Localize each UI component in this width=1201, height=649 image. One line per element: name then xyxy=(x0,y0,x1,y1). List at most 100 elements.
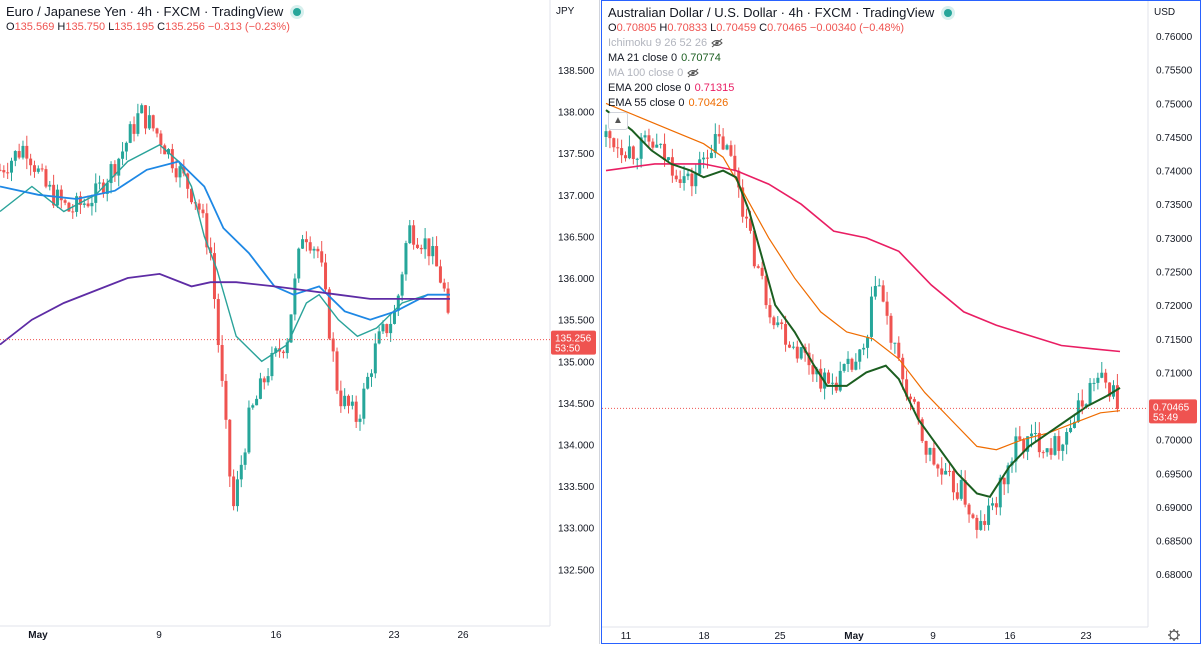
y-tick-label: 0.73000 xyxy=(1156,234,1193,245)
candle-body xyxy=(94,183,98,203)
eye-hidden-icon[interactable] xyxy=(687,68,699,78)
candle-body xyxy=(655,144,659,148)
y-tick-label: 0.72500 xyxy=(1156,268,1193,279)
candle-body xyxy=(1100,372,1104,378)
candle-body xyxy=(270,353,274,377)
y-tick-label: 138.000 xyxy=(558,108,595,119)
candle-body xyxy=(178,166,182,178)
eurjpy-symbol-title: Euro / Japanese Yen · 4h · FXCM · Tradin… xyxy=(6,4,284,19)
last-price-label: 0.70465 xyxy=(1153,402,1190,413)
candle-body xyxy=(721,136,725,150)
audusd-ohlc-values: O0.70805 H0.70833 L0.70459 C0.70465 −0.0… xyxy=(608,22,905,34)
candle-body xyxy=(686,173,690,177)
indicator-row[interactable]: MA 100 close 0 xyxy=(608,67,952,79)
last-price-tag xyxy=(1149,399,1197,424)
candle-body xyxy=(431,246,435,257)
candle-body xyxy=(994,503,998,508)
indicator-row[interactable]: EMA 55 close 0 0.70426 xyxy=(608,97,952,109)
indicator-row[interactable]: EMA 200 close 0 0.71315 xyxy=(608,82,952,94)
y-tick-label: 0.75000 xyxy=(1156,99,1193,110)
audusd-chart-svg[interactable]: 0.76000 0.75500 0.75000 0.74500 0.74000 0.735… xyxy=(602,1,1200,643)
candle-body xyxy=(713,134,717,153)
candle-body xyxy=(281,351,285,354)
candle-body xyxy=(799,347,803,359)
candle-body xyxy=(624,155,628,159)
candle-body xyxy=(1049,448,1053,455)
candle-body xyxy=(1030,433,1034,437)
candle-body xyxy=(787,344,791,348)
y-tick-label: 0.71500 xyxy=(1156,335,1193,346)
x-tick-label: 11 xyxy=(621,631,632,642)
candle-body xyxy=(170,149,174,169)
candle-body xyxy=(228,419,232,477)
candle-body xyxy=(608,131,612,139)
candle-body xyxy=(948,470,952,472)
candle-body xyxy=(446,288,450,313)
y-tick-label: 137.500 xyxy=(558,149,595,160)
x-tick-label: 25 xyxy=(774,631,786,642)
candle-body xyxy=(381,324,385,332)
candle-body xyxy=(717,134,721,137)
candle-body xyxy=(423,238,427,250)
candle-body xyxy=(885,301,889,316)
indicator-label: MA 21 close 0 xyxy=(608,52,678,64)
x-tick-label: 16 xyxy=(270,630,282,641)
candle-body xyxy=(705,157,709,159)
candle-body xyxy=(990,503,994,506)
candle-body xyxy=(144,105,148,129)
candle-body xyxy=(908,396,912,400)
y-tick-label: 0.74500 xyxy=(1156,133,1193,144)
candle-body xyxy=(442,282,446,289)
candle-body xyxy=(983,521,987,525)
candle-body xyxy=(52,184,56,206)
candle-body xyxy=(780,322,784,324)
series-line xyxy=(0,160,450,321)
candle-body xyxy=(17,151,21,158)
candle-body xyxy=(1065,432,1069,445)
audusd-symbol-title: Australian Dollar / U.S. Dollar · 4h · F… xyxy=(608,5,935,20)
candle-body xyxy=(216,299,220,346)
candle-body xyxy=(124,142,128,152)
candle-body xyxy=(13,151,17,161)
candle-body xyxy=(1072,421,1076,428)
eye-hidden-icon[interactable] xyxy=(711,38,723,48)
indicator-row[interactable]: Ichimoku 9 26 52 26 xyxy=(608,37,952,49)
candle-body xyxy=(335,351,339,391)
candle-body xyxy=(29,158,33,166)
candle-body xyxy=(659,143,663,145)
candle-body xyxy=(616,147,620,149)
candle-body xyxy=(155,128,159,134)
candle-body xyxy=(289,314,293,343)
candle-body xyxy=(396,295,400,311)
candle-body xyxy=(389,323,393,334)
candle-body xyxy=(354,401,358,422)
candle-body xyxy=(327,289,331,339)
candle-body xyxy=(247,407,251,453)
candle-body xyxy=(101,182,105,194)
settings-gear-icon[interactable] xyxy=(1168,629,1180,641)
candle-body xyxy=(1018,436,1022,440)
candle-body xyxy=(128,124,132,143)
candle-body xyxy=(285,342,289,354)
audusd-chart-pane[interactable]: Australian Dollar / U.S. Dollar · 4h · F… xyxy=(601,0,1201,644)
candle-body xyxy=(866,336,870,348)
indicator-row[interactable]: MA 21 close 0 0.70774 xyxy=(608,52,952,64)
last-price-tag xyxy=(551,330,596,355)
eurjpy-chart-svg[interactable]: 138.500 138.000 137.500 137.000 136.500 136.0… xyxy=(0,0,599,644)
collapse-legend-button[interactable]: ▲ xyxy=(608,112,628,130)
candle-body xyxy=(940,468,944,475)
bar-countdown-label: 53:50 xyxy=(555,344,580,355)
y-tick-label: 136.000 xyxy=(558,274,595,285)
candle-body xyxy=(331,338,335,352)
candle-body xyxy=(21,145,25,158)
series-line xyxy=(0,272,450,346)
candle-body xyxy=(729,145,733,156)
y-tick-label: 134.500 xyxy=(558,399,595,410)
eurjpy-chart-pane[interactable]: Euro / Japanese Yen · 4h · FXCM · Tradin… xyxy=(0,0,600,644)
candle-body xyxy=(343,395,347,407)
candle-body xyxy=(1057,436,1061,451)
candle-body xyxy=(6,172,10,174)
candle-body xyxy=(1002,477,1006,485)
candle-body xyxy=(71,211,75,213)
candle-body xyxy=(733,155,737,171)
